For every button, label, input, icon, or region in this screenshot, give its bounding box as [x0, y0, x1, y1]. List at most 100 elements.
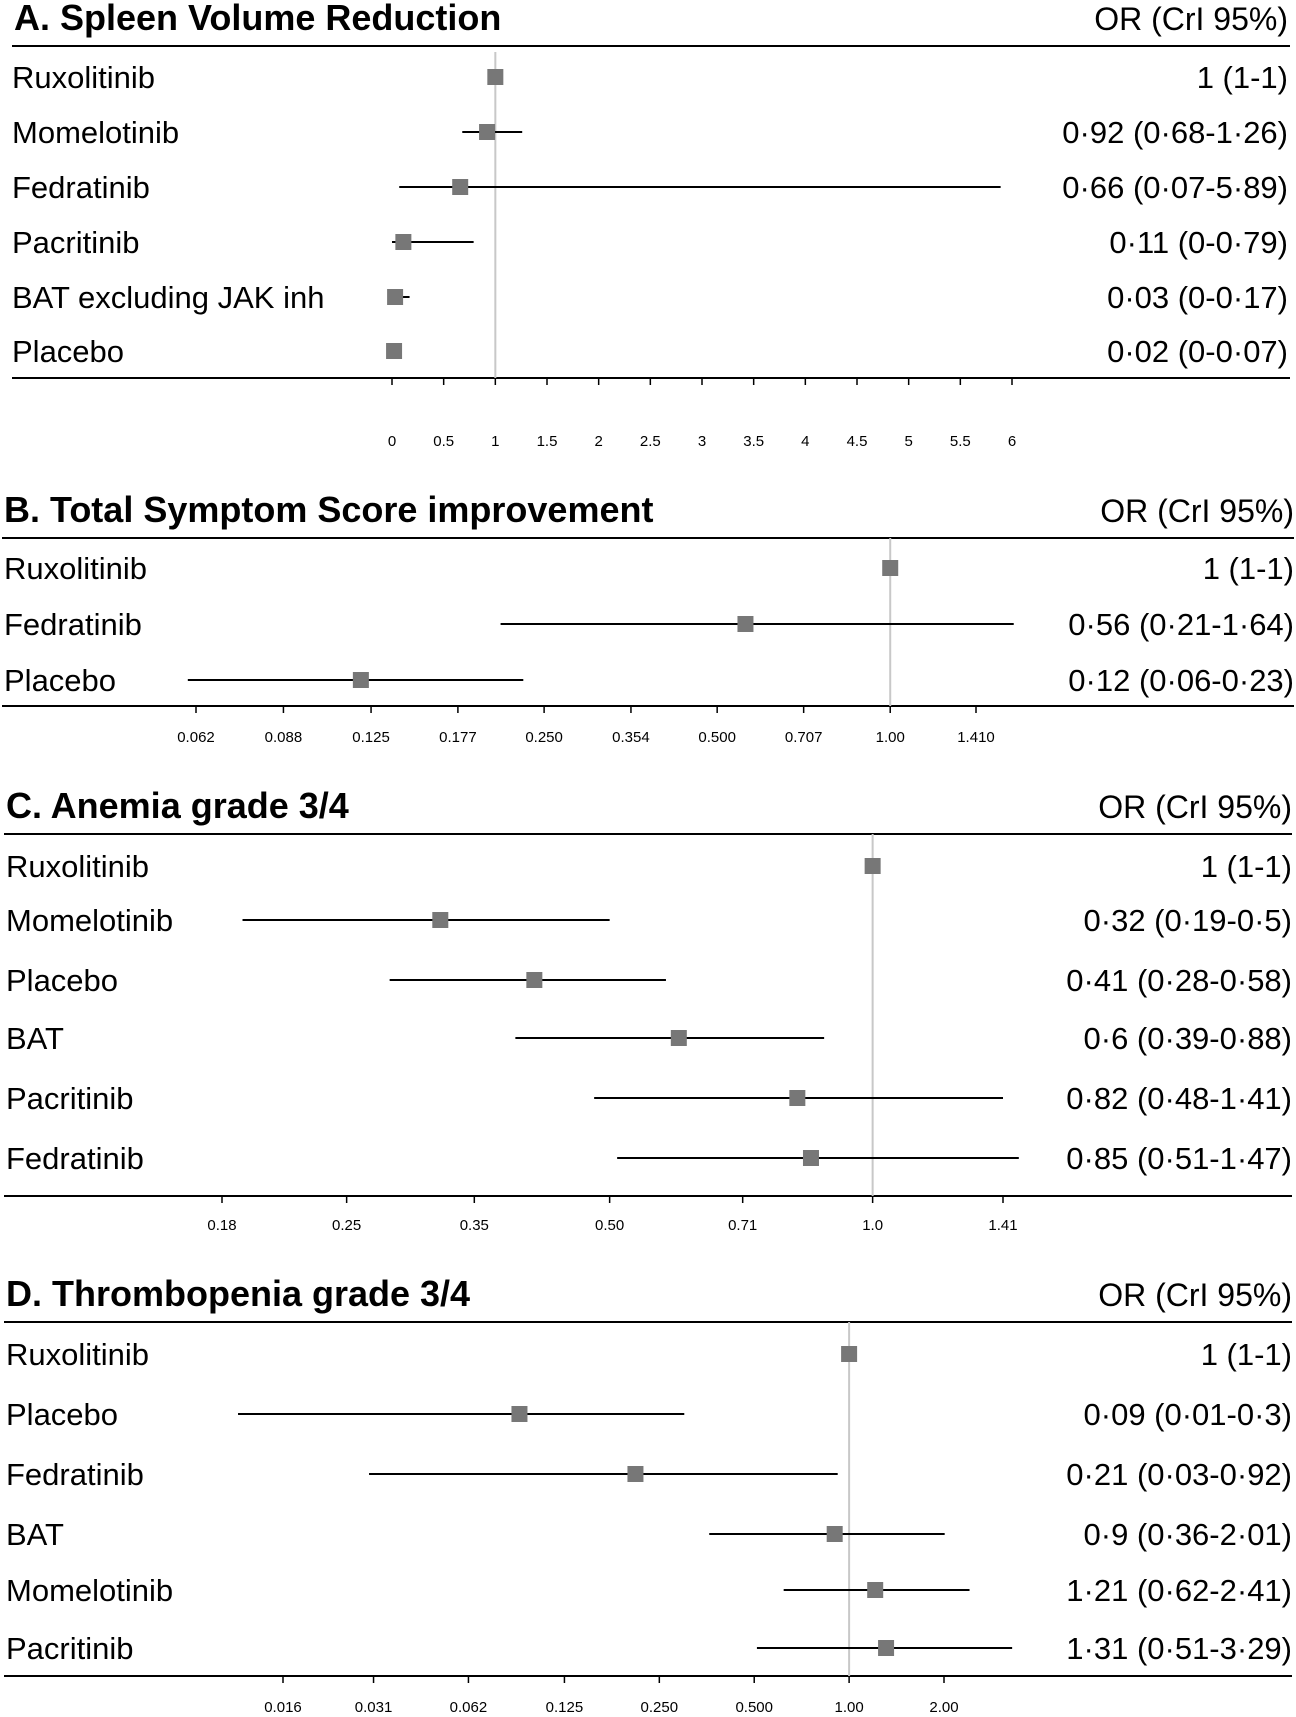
row-label: BAT	[6, 1517, 64, 1552]
or-value-text: 0·56 (0·21-1·64)	[1068, 607, 1294, 642]
axis-tick-label: 4.5	[847, 433, 868, 450]
forest-row: Fedratinib 0·85 (0·51-1·47)	[6, 1141, 1292, 1176]
axis-tick-label: 0.500	[698, 729, 736, 746]
row-label: Ruxolitinib	[12, 60, 155, 95]
row-label: BAT	[6, 1021, 64, 1056]
forest-row: Pacritinib 0·11 (0-0·79)	[12, 225, 1288, 260]
forest-row: Fedratinib 0·21 (0·03-0·92)	[6, 1457, 1292, 1492]
point-estimate-marker	[882, 560, 899, 576]
row-label: Momelotinib	[6, 1573, 173, 1608]
panel-title: A. Spleen Volume Reduction	[14, 0, 501, 38]
or-value-text: 0·9 (0·36-2·01)	[1084, 1517, 1292, 1552]
axis-tick-label: 0.125	[546, 1699, 584, 1716]
or-column-header: OR (CrI 95%)	[1098, 1277, 1292, 1313]
or-value-text: 0·41 (0·28-0·58)	[1066, 963, 1292, 998]
point-estimate-marker	[395, 234, 412, 250]
panel-title: B. Total Symptom Score improvement	[4, 489, 653, 530]
point-estimate-marker	[452, 179, 469, 195]
forest-row: Momelotinib 0·92 (0·68-1·26)	[12, 115, 1288, 150]
or-value-text: 0·11 (0-0·79)	[1109, 225, 1288, 260]
point-estimate-marker	[867, 1582, 884, 1598]
row-label: Placebo	[12, 334, 124, 369]
axis-tick-label: 3	[698, 433, 706, 450]
axis-tick-label: 0.250	[525, 729, 563, 746]
axis-tick-label: 2	[594, 433, 602, 450]
or-value-text: 1 (1-1)	[1197, 60, 1288, 95]
axis-tick-label: 0.25	[332, 1217, 361, 1234]
forest-row: Pacritinib 0·82 (0·48-1·41)	[6, 1081, 1292, 1116]
axis-tick-label: 0.18	[207, 1217, 236, 1234]
forest-row: Placebo 0·12 (0·06-0·23)	[4, 663, 1294, 698]
point-estimate-marker	[526, 972, 543, 988]
point-estimate-marker	[479, 124, 496, 140]
or-column-header: OR (CrI 95%)	[1098, 789, 1292, 825]
forest-row: Momelotinib 0·32 (0·19-0·5)	[6, 903, 1292, 938]
forest-row: Placebo 0·09 (0·01-0·3)	[6, 1397, 1292, 1432]
or-column-header: OR (CrI 95%)	[1094, 1, 1288, 37]
row-label: Pacritinib	[12, 225, 140, 260]
or-value-text: 1·21 (0·62-2·41)	[1066, 1573, 1292, 1608]
row-label: Placebo	[6, 963, 118, 998]
or-value-text: 1 (1-1)	[1203, 551, 1294, 586]
point-estimate-marker	[670, 1030, 687, 1046]
or-value-text: 0·92 (0·68-1·26)	[1062, 115, 1288, 150]
row-label: Ruxolitinib	[6, 1337, 149, 1372]
or-value-text: 0·66 (0·07-5·89)	[1062, 170, 1288, 205]
axis-tick-label: 0.125	[352, 729, 390, 746]
axis-tick-label: 1.41	[988, 1217, 1017, 1234]
or-value-text: 1·31 (0·51-3·29)	[1066, 1631, 1292, 1666]
row-label: Momelotinib	[12, 115, 179, 150]
axis-tick-label: 0.5	[433, 433, 454, 450]
point-estimate-marker	[511, 1406, 528, 1422]
row-label: Placebo	[4, 663, 116, 698]
or-value-text: 0·03 (0-0·17)	[1107, 280, 1288, 315]
or-value-text: 0·21 (0·03-0·92)	[1066, 1457, 1292, 1492]
point-estimate-marker	[737, 616, 754, 632]
forest-row: Pacritinib 1·31 (0·51-3·29)	[6, 1631, 1292, 1666]
forest-row: BAT excluding JAK inh 0·03 (0-0·17)	[12, 280, 1288, 315]
or-column-header: OR (CrI 95%)	[1100, 493, 1294, 529]
forest-row: Ruxolitinib 1 (1-1)	[6, 1337, 1292, 1372]
axis-tick-label: 0.35	[460, 1217, 489, 1234]
row-label: BAT excluding JAK inh	[12, 280, 324, 315]
axis-tick-label: 6	[1008, 433, 1016, 450]
axis-tick-label: 0.062	[450, 1699, 488, 1716]
axis-tick-label: 0.250	[641, 1699, 679, 1716]
row-label: Fedratinib	[6, 1141, 144, 1176]
forest-row: Placebo 0·41 (0·28-0·58)	[6, 963, 1292, 998]
point-estimate-marker	[864, 858, 881, 874]
axis-tick-label: 0	[388, 433, 396, 450]
panel-title: D. Thrombopenia grade 3/4	[6, 1273, 470, 1314]
axis-tick-label: 0.354	[612, 729, 650, 746]
point-estimate-marker	[352, 672, 369, 688]
point-estimate-marker	[627, 1466, 644, 1482]
point-estimate-marker	[789, 1090, 806, 1106]
row-label: Ruxolitinib	[6, 849, 149, 884]
forest-row: Ruxolitinib 1 (1-1)	[12, 60, 1288, 95]
forest-panel-2: B. Total Symptom Score improvement OR (Cr…	[2, 489, 1294, 746]
row-label: Pacritinib	[6, 1081, 134, 1116]
forest-row: Placebo 0·02 (0-0·07)	[12, 334, 1288, 369]
forest-row: Fedratinib 0·56 (0·21-1·64)	[4, 607, 1294, 642]
axis-tick-label: 5.5	[950, 433, 971, 450]
axis-tick-label: 1.00	[835, 1699, 864, 1716]
axis-tick-label: 0.016	[264, 1699, 302, 1716]
axis-tick-label: 0.50	[595, 1217, 624, 1234]
axis-tick-label: 2.00	[929, 1699, 958, 1716]
axis-tick-label: 4	[801, 433, 809, 450]
axis-tick-label: 1.00	[876, 729, 905, 746]
axis-tick-label: 0.71	[728, 1217, 757, 1234]
axis-tick-label: 1.410	[957, 729, 995, 746]
forest-panel-1: A. Spleen Volume Reduction OR (CrI 95%) Ru…	[12, 0, 1290, 450]
forest-row: BAT 0·9 (0·36-2·01)	[6, 1517, 1292, 1552]
row-label: Fedratinib	[6, 1457, 144, 1492]
row-label: Ruxolitinib	[4, 551, 147, 586]
point-estimate-marker	[878, 1640, 895, 1656]
axis-tick-label: 2.5	[640, 433, 661, 450]
forest-row: Ruxolitinib 1 (1-1)	[6, 849, 1292, 884]
panel-title: C. Anemia grade 3/4	[6, 785, 349, 826]
axis-tick-label: 3.5	[743, 433, 764, 450]
or-value-text: 1 (1-1)	[1201, 1337, 1292, 1372]
row-label: Pacritinib	[6, 1631, 134, 1666]
